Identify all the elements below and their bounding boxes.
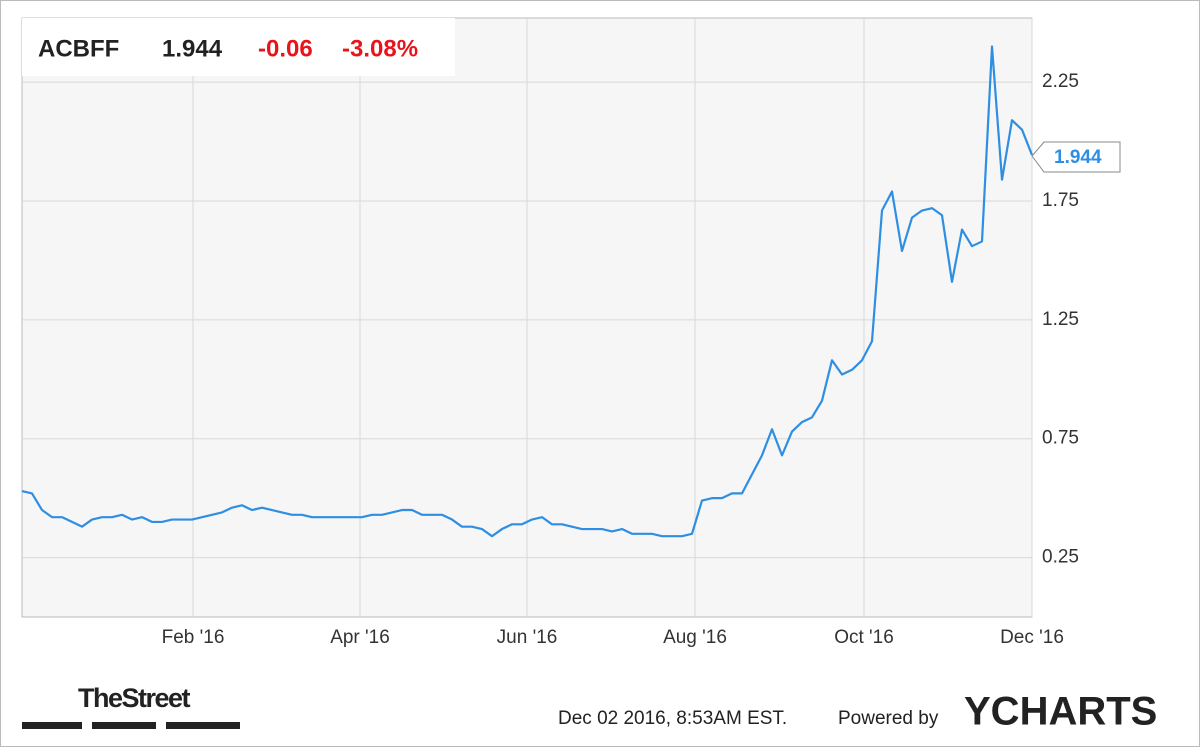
brand: TheStreet: [78, 683, 191, 713]
y-tick-label: 1.75: [1042, 190, 1079, 211]
brand-bar: [22, 722, 82, 729]
change-percent: -3.08%: [342, 35, 418, 62]
logo: YCHARTS: [964, 690, 1157, 734]
change: -0.06: [258, 35, 313, 62]
price: 1.944: [162, 35, 223, 62]
powered-by: Powered by: [838, 708, 939, 729]
brand-bar: [166, 722, 240, 729]
x-tick-label: Jun '16: [497, 627, 558, 648]
ticker: ACBFF: [38, 35, 119, 62]
price-line: [21, 45, 1034, 538]
x-tick-label: Feb '16: [162, 627, 225, 648]
timestamp: Dec 02 2016, 8:53AM EST.: [558, 708, 787, 729]
x-tick-label: Apr '16: [330, 627, 390, 648]
header-box: [22, 18, 455, 76]
x-tick-label: Dec '16: [1000, 627, 1064, 648]
y-tick-label: 0.75: [1042, 428, 1079, 449]
price-tag: [1031, 141, 1121, 173]
y-tick-label: 2.25: [1042, 71, 1079, 92]
brand-bar: [92, 722, 156, 729]
x-tick-label: Oct '16: [834, 627, 894, 648]
price-tag-label: 1.944: [1054, 147, 1102, 168]
y-tick-label: 0.25: [1042, 547, 1079, 568]
y-tick-label: 1.25: [1042, 309, 1079, 330]
x-tick-label: Aug '16: [663, 627, 727, 648]
